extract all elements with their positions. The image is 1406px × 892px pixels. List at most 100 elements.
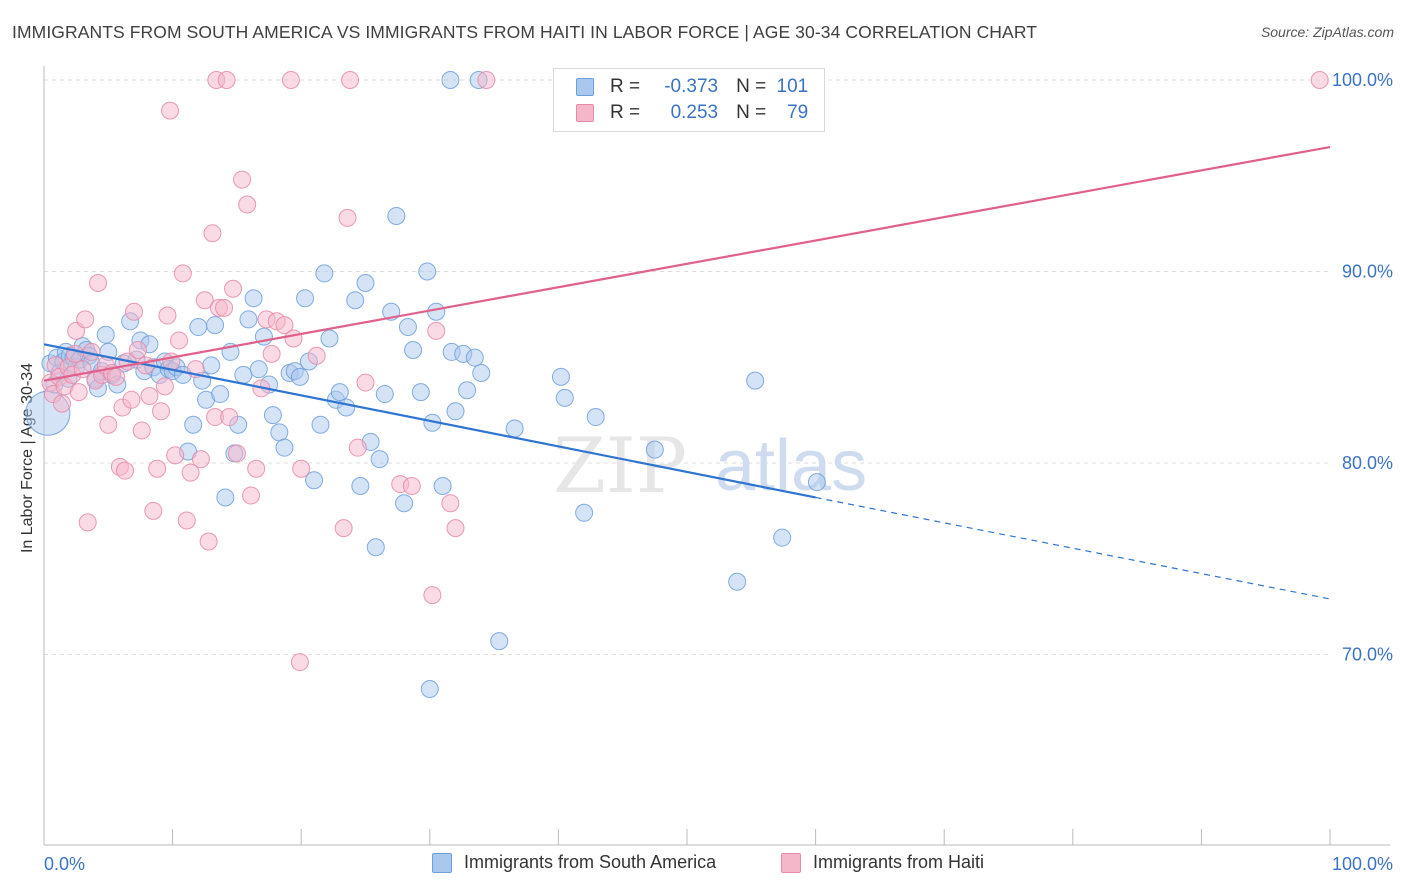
haiti-point <box>227 444 246 463</box>
haiti-point <box>199 532 218 551</box>
haiti-point <box>166 446 185 465</box>
south-america-point <box>433 476 452 495</box>
stats-legend: R = -0.373 N = 101 R = 0.253 N = 79 <box>553 68 825 132</box>
south-america-point <box>505 419 524 438</box>
legend-row-haiti: R = 0.253 N = 79 <box>576 100 808 126</box>
x-tick-label: 0.0% <box>44 854 85 874</box>
legend-swatch-pink <box>576 104 594 122</box>
south-america-point <box>575 503 594 522</box>
haiti-point <box>238 195 257 214</box>
haiti-point <box>99 415 118 434</box>
haiti-point <box>423 586 442 605</box>
haiti-point <box>152 402 171 421</box>
south-america-point <box>296 289 315 308</box>
haiti-point <box>242 486 261 505</box>
south-america-point <box>346 291 365 310</box>
haiti-point <box>177 511 196 530</box>
haiti-point <box>161 101 180 120</box>
south-america-point <box>465 348 484 367</box>
y-tick-label: 70.0% <box>1342 645 1393 665</box>
south-america-point <box>490 632 509 651</box>
south-america-point <box>206 316 225 335</box>
haiti-point <box>338 208 357 227</box>
haiti-point <box>402 476 421 495</box>
legend-n-value: 79 <box>787 102 809 123</box>
south-america-point <box>337 398 356 417</box>
watermark-atlas: atlas <box>715 426 867 506</box>
haiti-point <box>53 394 72 413</box>
south-america-point <box>404 341 423 360</box>
south-america-point <box>366 538 385 557</box>
haiti-point <box>181 463 200 482</box>
haiti-point <box>334 519 353 538</box>
haiti-point <box>155 377 174 396</box>
haiti-point <box>441 494 460 513</box>
haiti-point <box>215 298 234 317</box>
south-america-point <box>645 440 664 459</box>
haiti-point <box>356 373 375 392</box>
south-america-point <box>290 367 309 386</box>
south-america-point <box>351 476 370 495</box>
haiti-trend-line <box>43 145 1331 382</box>
south-america-point <box>263 406 282 425</box>
haiti-point <box>203 224 222 243</box>
south-america-point <box>551 367 570 386</box>
grid-lines <box>44 79 1330 655</box>
south-america-point <box>472 363 491 382</box>
haiti-point <box>477 71 496 89</box>
source-label: Source: ZipAtlas.com <box>1260 24 1394 40</box>
south-america-point <box>239 310 258 329</box>
legend-n-label: N = <box>736 76 767 97</box>
x-tick-label: 100.0% <box>1332 854 1393 874</box>
south-america-point <box>728 572 747 591</box>
south-america-point <box>398 318 417 337</box>
haiti-point <box>247 459 266 478</box>
south-america-point <box>96 325 115 344</box>
south-america-point <box>446 402 465 421</box>
haiti-point <box>128 341 147 360</box>
bottom-legend-haiti: Immigrants from Haiti <box>781 852 984 873</box>
y-tick-labels: 70.0% 80.0% 90.0% 100.0% <box>1332 70 1393 665</box>
south-america-point <box>184 415 203 434</box>
south-america-point <box>411 383 430 402</box>
south-america-point <box>375 385 394 404</box>
haiti-point <box>195 291 214 310</box>
legend-row-south-america: R = -0.373 N = 101 <box>576 74 808 100</box>
haiti-point <box>233 170 252 189</box>
haiti-point <box>69 383 88 402</box>
legend-n-value: 101 <box>776 76 809 97</box>
bottom-legend-label: Immigrants from Haiti <box>813 852 985 872</box>
south-america-point <box>311 415 330 434</box>
haiti-point <box>224 279 243 298</box>
haiti-point <box>292 459 311 478</box>
haiti-point <box>290 653 309 672</box>
haiti-point <box>122 390 141 409</box>
south-america-point <box>387 206 406 225</box>
south-america-point <box>244 289 263 308</box>
haiti-point <box>307 346 326 365</box>
south-america-point <box>746 371 765 390</box>
chart-title: IMMIGRANTS FROM SOUTH AMERICA VS IMMIGRA… <box>12 22 1038 42</box>
south-america-point <box>315 264 334 283</box>
south-america-point <box>320 329 339 348</box>
series-haiti-points <box>41 71 1329 672</box>
haiti-point <box>158 306 177 325</box>
legend-r-value: 0.253 <box>670 102 719 123</box>
haiti-point <box>148 459 167 478</box>
haiti-point <box>144 501 163 520</box>
south-america-point <box>216 488 235 507</box>
haiti-point <box>132 421 151 440</box>
south-america-point <box>427 302 446 321</box>
haiti-point <box>427 321 446 340</box>
legend-n-label: N = <box>736 102 767 123</box>
haiti-point <box>348 438 367 457</box>
watermark-zip: ZIP <box>553 421 687 510</box>
haiti-point <box>170 331 189 350</box>
south-america-point <box>330 383 349 402</box>
trend-lines <box>43 145 1331 600</box>
bottom-legend-label: Immigrants from South America <box>464 852 717 872</box>
south-america-point <box>807 473 826 492</box>
haiti-point <box>65 344 84 363</box>
south-america-point <box>202 356 221 375</box>
